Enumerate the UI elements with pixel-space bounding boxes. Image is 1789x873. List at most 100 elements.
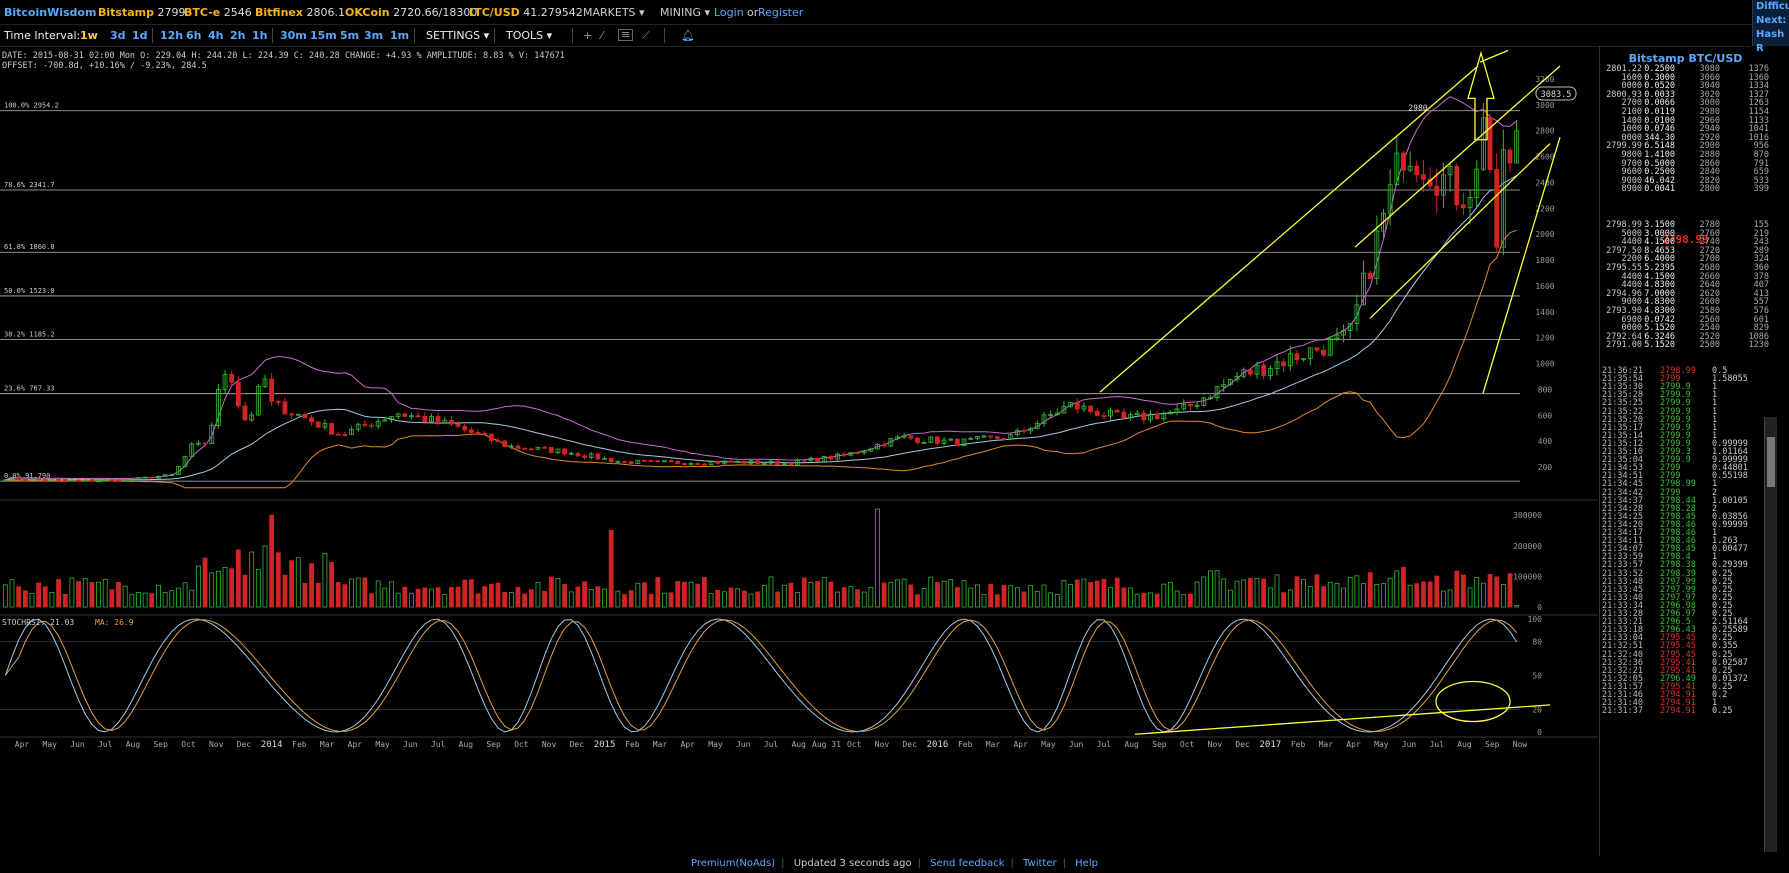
interval-1m[interactable]: 1m [390,29,410,42]
cell: 5.2395 [1644,263,1675,273]
fib-tool-icon[interactable]: ⟋ [642,29,650,42]
interval-1w[interactable]: 1w [80,29,98,42]
premium-link[interactable]: Premium(NoAds) [691,858,776,869]
candle [1041,414,1047,424]
candle [1454,166,1460,206]
time-label: Jun [70,740,85,749]
trade-scrollbar[interactable] [1764,417,1777,852]
candle [215,388,221,426]
trade-cell: 0.25 [1712,576,1733,587]
interval-3m[interactable]: 3m [364,29,384,42]
volume-bar [1188,593,1193,608]
candle [422,416,428,423]
cell: 243 [1753,237,1769,248]
price-chart[interactable]: 3200300028002600240022002000180016001400… [0,46,1598,858]
markets-menu[interactable]: MARKETS ▾ [583,6,645,19]
trade-cell: 0.02587 [1712,657,1748,668]
price-tick: 2600 [1535,153,1554,162]
trade-cell: 2798.38 [1660,560,1696,571]
settings-menu[interactable]: SETTINGS ▾ [426,29,489,42]
trade-cell: 2798.46 [1660,519,1696,530]
brand-logo[interactable]: BitcoinWisdom [4,6,97,19]
interval-1d[interactable]: 1d [132,29,148,42]
updated-status: Updated 3 seconds ago [793,858,912,869]
help-link[interactable]: Help [1075,858,1098,869]
volume-bar [648,593,654,608]
bell-icon[interactable]: 🔔︎ [681,29,695,42]
horizontal-line-icon[interactable]: ≡ [618,29,634,41]
cell: 4.1500 [1644,271,1675,282]
trade-cell: 21:34:17 [1602,528,1643,538]
trade-cell: 0.55198 [1712,471,1748,482]
candle [89,479,95,482]
candle [1407,165,1413,171]
time-label: Now [1513,740,1528,749]
markets-menu-label: MARKETS [583,6,636,19]
candle [42,479,48,481]
time-label: Oct [514,740,529,749]
volume-bar [1061,580,1067,608]
volume-bar [1480,582,1486,608]
ask-row: 2800.93 0.0033 3020 1327 [1600,90,1771,100]
ask-row: 9000 46.042 2820 533 [1600,176,1771,186]
exchange-btce[interactable]: BTC-e 2546 [184,6,252,19]
footer: Premium(NoAds) | Updated 3 seconds ago | S… [691,858,1098,869]
time-label: Mar [320,740,335,749]
volume-bar [369,593,374,608]
interval-15m[interactable]: 15m [310,29,337,42]
volume-bar [675,581,681,608]
volume-bar [182,582,188,608]
time-label: Jun [403,740,418,749]
trade-cell: 0.25 [1712,681,1733,692]
trade-cell: 2798.45 [1660,511,1696,522]
trade-cell: 21:33:48 [1602,576,1643,587]
candle [1414,165,1420,176]
trade-cell: 2799.9 [1660,430,1691,441]
candle [1101,415,1107,418]
draw-line-icon[interactable]: ⁄ [601,29,603,42]
cell: 6.3246 [1644,331,1675,342]
twitter-link[interactable]: Twitter [1023,858,1057,869]
candle [835,453,840,460]
time-interval-bar: Time Interval: 1w 3d 1d 12h 6h 4h 2h 1h … [0,25,1750,47]
exchange-okcoin[interactable]: OKCoin 2720.66/18300 [345,6,477,19]
trade-cell: 2798.46 [1660,528,1696,538]
interval-1h[interactable]: 1h [252,29,268,42]
exchange-bitfinex[interactable]: Bitfinex 2806.1 [255,6,345,19]
candle [402,413,408,417]
exchange-ltcusd[interactable]: LTC/USD 41.279542 [469,6,583,19]
candle [662,460,667,463]
trade-cell: 21:34:42 [1602,487,1643,498]
candle [349,428,354,436]
interval-12h[interactable]: 12h [160,29,184,42]
stochrsi-d [4,619,1518,733]
candle [362,423,368,426]
stochrsi-ma-label: MA: 26.9 [95,618,134,627]
volume-bar [655,577,661,608]
interval-6h[interactable]: 6h [186,29,202,42]
crosshair-icon[interactable]: + [583,29,593,42]
bid-row: 0000 5.1520 2540 829 [1600,323,1771,333]
candle [389,416,394,421]
volume-bar [82,578,88,608]
candle [169,474,175,476]
interval-2h[interactable]: 2h [230,29,246,42]
volume-bar [1241,579,1247,608]
price-tick: 2200 [1535,204,1554,213]
interval-4h[interactable]: 4h [208,29,224,42]
login-link[interactable]: Login [714,6,744,19]
interval-30m[interactable]: 30m [280,29,307,42]
cell: 3.1500 [1644,220,1675,230]
feedback-link[interactable]: Send feedback [930,858,1005,869]
trade-cell: 2798.39 [1660,568,1696,579]
difficulty-panel[interactable]: Difficu Next: Hash R [1752,0,1789,54]
interval-3d[interactable]: 3d [110,29,126,42]
candle [608,457,614,463]
exchange-bitstamp[interactable]: Bitstamp 2799 [98,6,185,19]
register-link[interactable]: Register [758,6,804,19]
tools-menu[interactable]: TOOLS ▾ [506,29,552,42]
volume-bar [1254,577,1260,608]
mining-menu[interactable]: MINING ▾ [660,6,710,19]
interval-5m[interactable]: 5m [340,29,360,42]
scroll-thumb[interactable] [1767,437,1775,487]
